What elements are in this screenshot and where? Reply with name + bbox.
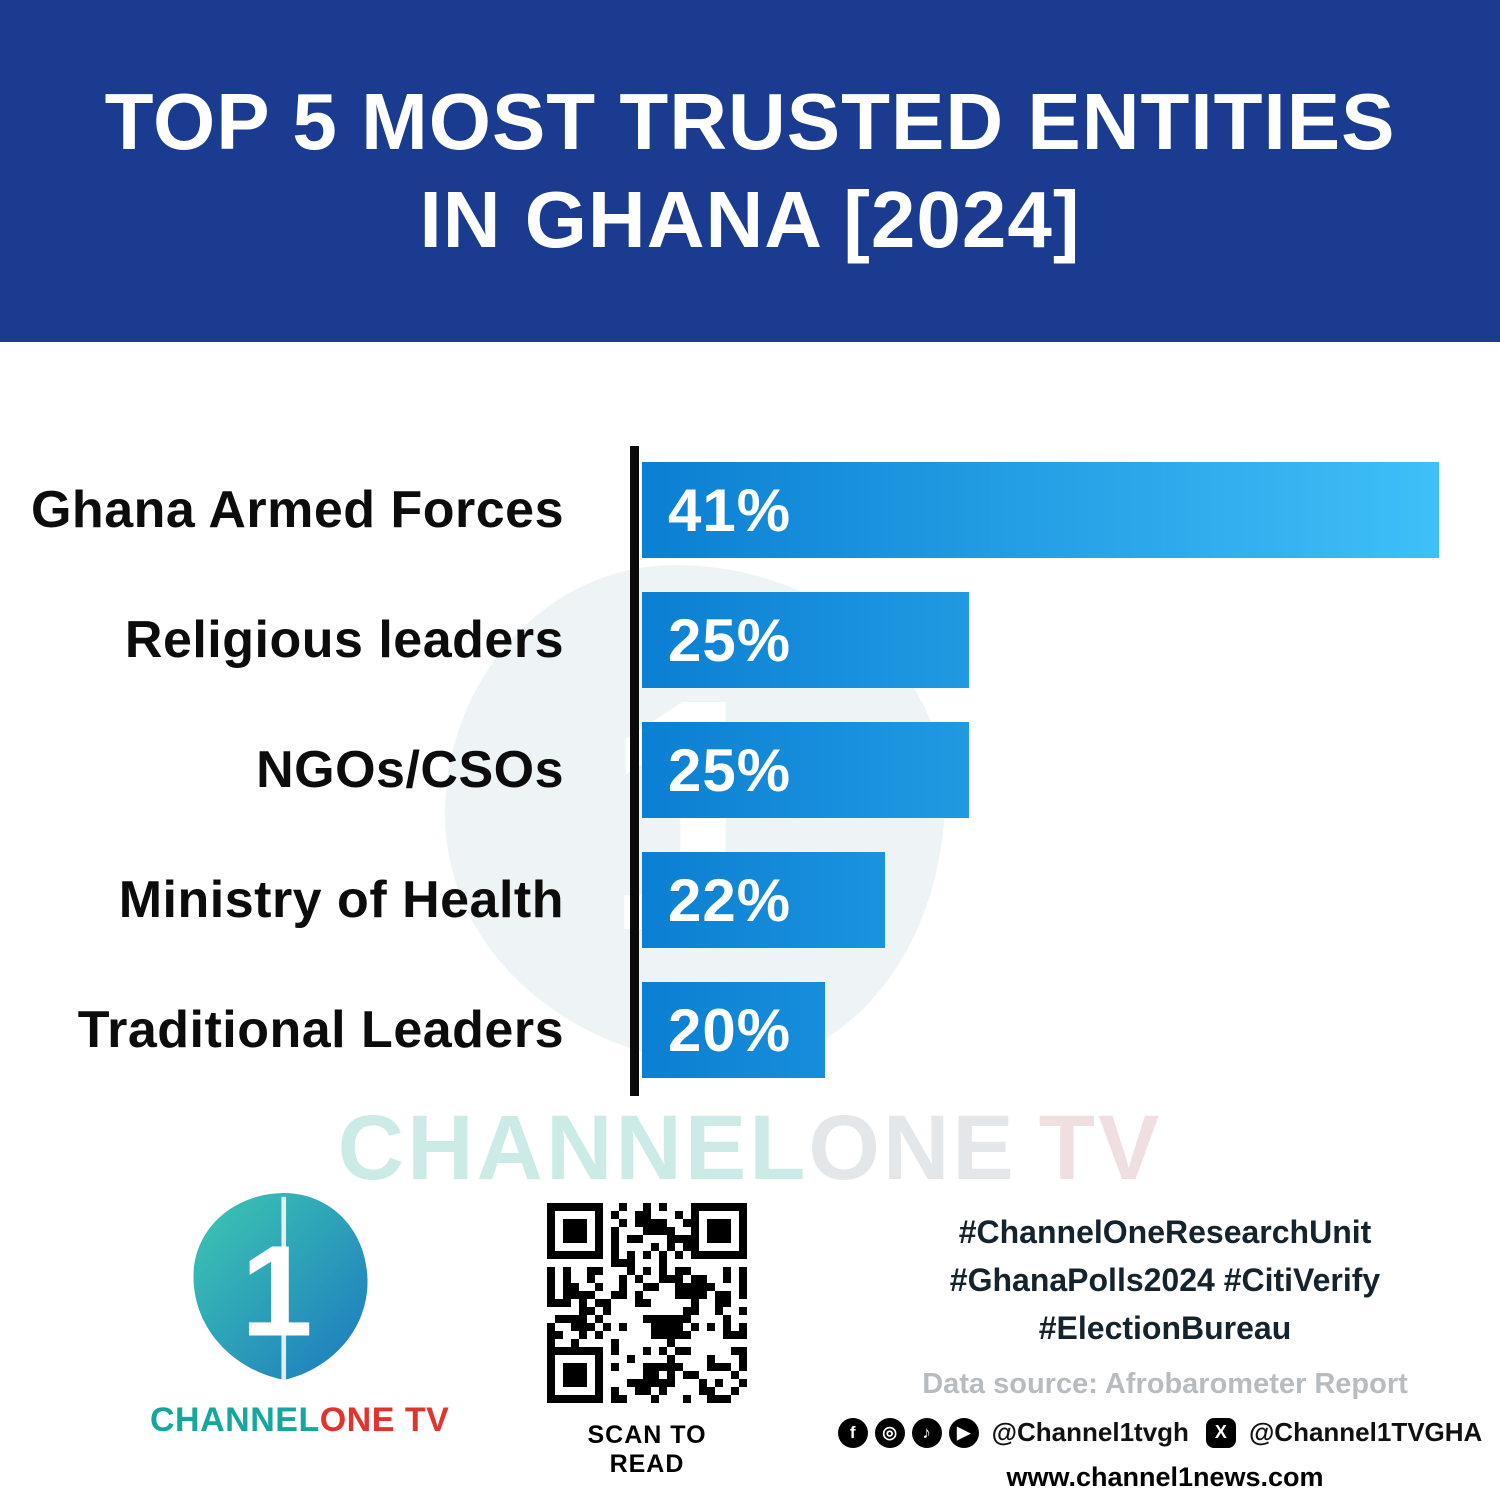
category-label-religious-leaders: Religious leaders: [124, 611, 564, 669]
hashtag-line-3: #ElectionBureau: [1038, 1310, 1292, 1346]
value-label: 22%: [668, 866, 792, 934]
title-line2: IN GHANA [2024]: [419, 175, 1081, 264]
category-label-ghana-armed-forces: Ghana Armed Forces: [30, 481, 564, 539]
instagram-icon: ◎: [874, 1417, 905, 1448]
chart-row: Traditional Leaders 20%: [0, 982, 1500, 1078]
handle-x: @Channel1TVGHA: [1248, 1417, 1483, 1447]
chart-row: Ghana Armed Forces 41%: [0, 462, 1500, 558]
title-line1: TOP 5 MOST TRUSTED ENTITIES: [104, 77, 1396, 167]
website-url: www.channel1news.com: [1006, 1462, 1324, 1492]
bar-ngos-csos: 25%: [642, 722, 969, 818]
logo-one-glyph: 1: [240, 1220, 312, 1364]
value-label: 25%: [668, 606, 792, 674]
tiktok-icon: ♪: [911, 1417, 942, 1448]
data-source: Data source: Afrobarometer Report: [922, 1368, 1408, 1400]
x-icon: X: [1205, 1417, 1236, 1448]
logo-wordmark: CHANNELONE TV: [150, 1401, 449, 1440]
chart-row: Religious leaders 25%: [0, 592, 1500, 688]
bar-ministry-of-health: 22%: [642, 852, 885, 948]
value-label: 41%: [668, 476, 792, 544]
qr-code: [547, 1203, 747, 1403]
bar-ghana-armed-forces: 41%: [642, 462, 1439, 558]
logo-wordmark-one: ONE: [319, 1401, 395, 1439]
chart-row: Ministry of Health 22%: [0, 852, 1500, 948]
chart-axis-line: [630, 446, 639, 1096]
title-banner: TOP 5 MOST TRUSTED ENTITIES IN GHANA [20…: [0, 0, 1500, 342]
hashtag-line-1: #ChannelOneResearchUnit: [958, 1214, 1372, 1250]
bar-traditional-leaders: 20%: [642, 982, 825, 1078]
handle-primary: @Channel1tvgh: [991, 1417, 1189, 1447]
value-label: 20%: [668, 996, 792, 1064]
bar-chart: Ghana Armed Forces 41% Religious leaders…: [0, 446, 1500, 1096]
footer-info: #ChannelOneResearchUnit #GhanaPolls2024 …: [837, 1208, 1482, 1493]
logo-wordmark-tv: TV: [404, 1401, 450, 1439]
chart-rows: Ghana Armed Forces 41% Religious leaders…: [0, 462, 1500, 1078]
bar-religious-leaders: 25%: [642, 592, 969, 688]
social-row: f ◎ ♪ ▶ @Channel1tvgh X @Channel1TVGHA: [837, 1417, 1482, 1448]
qr-caption: SCAN TO READ: [587, 1421, 707, 1478]
channel-one-logo: 1 CHANNELONE TV: [150, 1186, 449, 1440]
page-title: TOP 5 MOST TRUSTED ENTITIES IN GHANA [20…: [105, 73, 1396, 268]
watermark-tv: TV: [1038, 1097, 1163, 1199]
hashtag-line-2: #GhanaPolls2024 #CitiVerify: [949, 1262, 1381, 1298]
chart-row: NGOs/CSOs 25%: [0, 722, 1500, 818]
youtube-icon: ▶: [948, 1417, 979, 1448]
qr-block: SCAN TO READ: [547, 1203, 747, 1479]
watermark-channel: CHANNEL: [337, 1097, 809, 1199]
facebook-icon: f: [837, 1417, 868, 1448]
category-label-ministry-of-health: Ministry of Health: [118, 871, 564, 929]
watermark-one: ONE: [808, 1097, 1017, 1199]
logo-wordmark-channel: CHANNEL: [150, 1401, 320, 1439]
channel-one-logo-mark: 1: [192, 1193, 368, 1380]
watermark-text: CHANNELONE TV: [0, 1096, 1500, 1201]
category-label-traditional-leaders: Traditional Leaders: [77, 1001, 564, 1059]
category-label-ngos-csos: NGOs/CSOs: [256, 741, 564, 799]
value-label: 25%: [668, 736, 792, 804]
hashtags: #ChannelOneResearchUnit #GhanaPolls2024 …: [905, 1208, 1425, 1352]
